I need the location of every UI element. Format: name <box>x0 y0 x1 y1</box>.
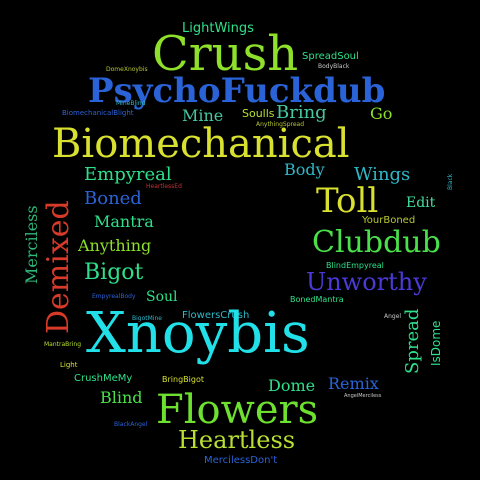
cloud-word: Bigot <box>84 260 144 285</box>
cloud-word: Boned <box>84 188 142 209</box>
cloud-word: Remix <box>328 374 379 393</box>
cloud-word: Soulls <box>242 107 275 120</box>
cloud-word: MineBlind <box>116 100 146 107</box>
cloud-word: BlindEmpyreal <box>326 261 384 270</box>
cloud-word: Merciless <box>22 205 41 284</box>
cloud-word: Body <box>284 160 325 179</box>
cloud-word: Black <box>447 173 454 190</box>
cloud-word: PsychoFuckdub <box>88 71 386 111</box>
cloud-word: Go <box>370 104 393 123</box>
cloud-word: BonedMantra <box>290 295 344 304</box>
cloud-word: DomeXnoybis <box>106 66 148 73</box>
cloud-word: LightWings <box>182 21 254 36</box>
cloud-word: BringBigot <box>162 375 204 384</box>
cloud-word: HeartlessEd <box>146 183 182 190</box>
cloud-word: Demixed <box>41 200 76 334</box>
cloud-word: CrushMeMy <box>74 373 133 384</box>
cloud-word: Biomechanical <box>52 121 350 167</box>
cloud-word: Unworthy <box>306 268 427 296</box>
cloud-word: IsDome <box>429 320 443 366</box>
cloud-word: Clubdub <box>312 225 441 260</box>
cloud-word: YourBoned <box>362 215 416 226</box>
cloud-word: BigotMine <box>132 315 162 322</box>
cloud-word: Bring <box>276 102 327 123</box>
cloud-word: Mantra <box>94 212 154 231</box>
cloud-word: Wings <box>354 164 411 185</box>
cloud-word: SpreadSoul <box>302 51 359 62</box>
cloud-word: Flowers <box>156 387 319 433</box>
cloud-word: Soul <box>146 289 178 305</box>
cloud-word: Crush <box>152 26 299 82</box>
cloud-word: Heartless <box>178 426 296 454</box>
cloud-word: Dome <box>268 376 316 395</box>
cloud-word: Spread <box>402 308 423 374</box>
cloud-word: MantraBring <box>44 341 82 348</box>
cloud-word: FlowersCrush <box>182 310 250 321</box>
cloud-word: Blind <box>100 388 143 407</box>
cloud-word: Mine <box>182 106 224 125</box>
cloud-word: AngelMerciless <box>344 393 382 399</box>
cloud-word: EmpyrealBody <box>92 293 136 300</box>
cloud-word: Anything <box>78 236 152 255</box>
cloud-word: BlackAngel <box>114 421 148 428</box>
cloud-word: Light <box>60 361 78 369</box>
cloud-word: BodyBlack <box>318 63 350 70</box>
cloud-word: Xnoybis <box>86 301 310 366</box>
cloud-word: MercilessDon't <box>204 455 278 466</box>
cloud-word: Angel <box>384 313 402 320</box>
cloud-word: Empyreal <box>84 164 172 185</box>
cloud-word: Toll <box>316 181 379 221</box>
cloud-word: BiomechanicalBlight <box>62 109 134 117</box>
cloud-word: AnythingSpread <box>256 121 305 128</box>
cloud-word: Edit <box>406 195 436 211</box>
